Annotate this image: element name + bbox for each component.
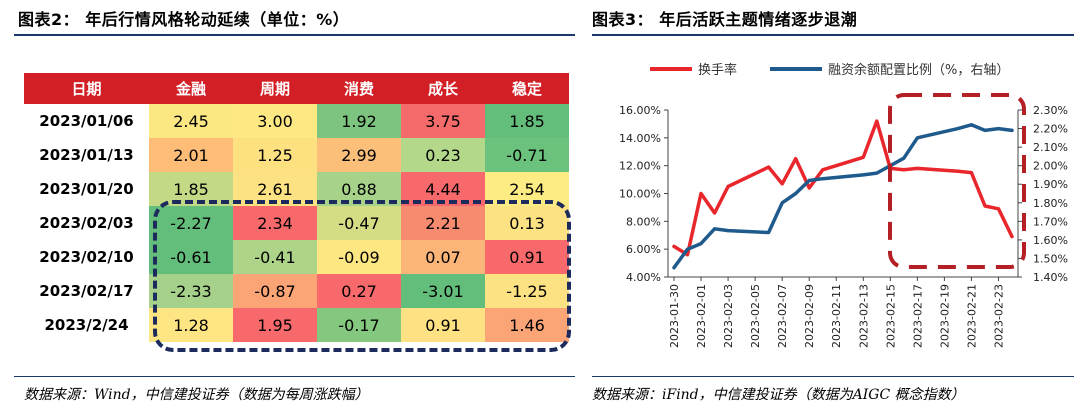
x-tick-label: 2023-02-07 [776,284,789,348]
x-tick-label: 2023-02-11 [830,284,843,348]
row-date: 2023/01/06 [24,104,149,138]
table-cell: -0.71 [485,138,569,172]
left-tick-label: 4.00% [626,271,661,284]
table-cell: -0.61 [149,240,233,274]
table-cell: 3.75 [401,104,485,138]
x-tick-label: 2023-02-23 [992,284,1005,348]
right-tick-label: 2.20% [1033,123,1068,136]
table-cell: 3.00 [233,104,317,138]
table-cell: 2.01 [149,138,233,172]
right-tick-label: 1.40% [1033,271,1068,284]
table-cell: 0.27 [317,274,401,308]
series-line-0 [672,119,1014,257]
right-tick-label: 1.80% [1033,197,1068,210]
x-tick-label: 2023-01-30 [668,284,681,348]
left-tick-label: 14.00% [619,132,661,145]
table-cell: 0.91 [485,240,569,274]
right-tick-label: 2.00% [1033,160,1068,173]
table-row: 2023/2/24 1.28 1.95 -0.17 0.91 1.46 [24,308,569,342]
x-tick-label: 2023-02-21 [965,284,978,348]
legend-label-1: 融资余额配置比例（%，右轴） [828,62,1009,78]
column-header-0: 日期 [24,73,149,104]
table-row: 2023/02/10 -0.61 -0.41 -0.09 0.07 0.91 [24,240,569,274]
table-body: 2023/01/06 2.45 3.00 1.92 3.75 1.85 2023/01/13… [24,104,569,342]
right-tick-label: 2.30% [1033,104,1068,117]
column-header-3: 消费 [317,73,401,104]
right-tick-label: 1.50% [1033,252,1068,265]
column-header-5: 稳定 [485,73,569,104]
table-cell: -0.87 [233,274,317,308]
table-cell: 1.85 [485,104,569,138]
row-date: 2023/2/24 [24,308,149,342]
table-cell: -2.33 [149,274,233,308]
x-tick-label: 2023-02-15 [884,284,897,348]
left-tick-label: 12.00% [619,160,661,173]
table-cell: 1.25 [233,138,317,172]
highlight-dashed-box [888,93,1026,269]
table-cell: 1.95 [233,308,317,342]
row-date: 2023/01/13 [24,138,149,172]
right-source-note: 数据来源：iFind，中信建投证券（数据为AIGC 概念指数） [592,387,965,403]
table-cell: 2.34 [233,206,317,240]
table-header-row: 日期 金融 周期 消费 成长 稳定 [24,73,569,104]
left-title-rule [14,34,575,36]
right-tick-label: 1.70% [1033,215,1068,228]
style-rotation-table: 日期 金融 周期 消费 成长 稳定 2023/01/06 2.45 3.00 1.92 3.75 1… [24,73,569,342]
turnover-line-chart: 4.00% 6.00% 8.00% 10.00% 12.00% 14.00% 16.00% 1… [619,62,1068,348]
table-cell: 2.99 [317,138,401,172]
row-date: 2023/02/17 [24,274,149,308]
table-cell: 0.91 [401,308,485,342]
table-cell: -3.01 [401,274,485,308]
right-tick-label: 1.90% [1033,178,1068,191]
table-row: 2023/02/03 -2.27 2.34 -0.47 2.21 0.13 [24,206,569,240]
table-cell: 0.07 [401,240,485,274]
table-cell: 1.92 [317,104,401,138]
left-tick-label: 16.00% [619,104,661,117]
column-header-4: 成长 [401,73,485,104]
x-tick-label: 2023-02-03 [722,284,735,348]
legend-label-0: 换手率 [698,62,737,78]
table-cell: 2.21 [401,206,485,240]
right-figure-title: 图表3： 年后活跃主题情绪逐步退潮 [592,10,858,29]
right-figure: 图表3： 年后活跃主题情绪逐步退潮 4.00% 6.00% 8.00% 10.00% 1… [592,0,1080,412]
table-row: 2023/02/17 -2.33 -0.87 0.27 -3.01 -1.25 [24,274,569,308]
row-date: 2023/02/03 [24,206,149,240]
column-header-2: 周期 [233,73,317,104]
x-tick-label: 2023-02-19 [938,284,951,348]
left-source-rule [14,376,575,377]
x-tick-label: 2023-02-01 [695,284,708,348]
x-tick-label: 2023-02-05 [749,284,762,348]
table-row: 2023/01/06 2.45 3.00 1.92 3.75 1.85 [24,104,569,138]
x-tick-label: 2023-02-17 [911,284,924,348]
highlight-dashed-box [153,200,571,352]
right-tick-label: 2.10% [1033,141,1068,154]
row-date: 2023/02/10 [24,240,149,274]
table-cell: -0.09 [317,240,401,274]
table-row: 2023/01/13 2.01 1.25 2.99 0.23 -0.71 [24,138,569,172]
table-cell: 2.45 [149,104,233,138]
left-source-note: 数据来源：Wind，中信建投证券（数据为每周涨跌幅） [24,387,369,403]
left-tick-label: 8.00% [626,215,661,228]
right-title-rule [592,34,1074,36]
left-figure: 图表2： 年后行情风格轮动延续（单位：%） 日期 金融 周期 消费 成长 稳定 2023/… [14,10,575,403]
right-tick-label: 1.60% [1033,234,1068,247]
table-cell: 0.23 [401,138,485,172]
right-source-rule [592,376,1074,377]
table-cell: -0.41 [233,240,317,274]
table-cell: -1.25 [485,274,569,308]
series-line-1 [672,123,1014,270]
column-header-1: 金融 [149,73,233,104]
x-tick-label: 2023-02-13 [857,284,870,348]
row-date: 2023/01/20 [24,172,149,206]
table-cell: -0.47 [317,206,401,240]
x-tick-label: 2023-02-09 [803,284,816,348]
left-figure-title: 图表2： 年后行情风格轮动延续（单位：%） [18,10,350,29]
left-tick-label: 6.00% [626,243,661,256]
left-tick-label: 10.00% [619,188,661,201]
table-cell: -0.17 [317,308,401,342]
